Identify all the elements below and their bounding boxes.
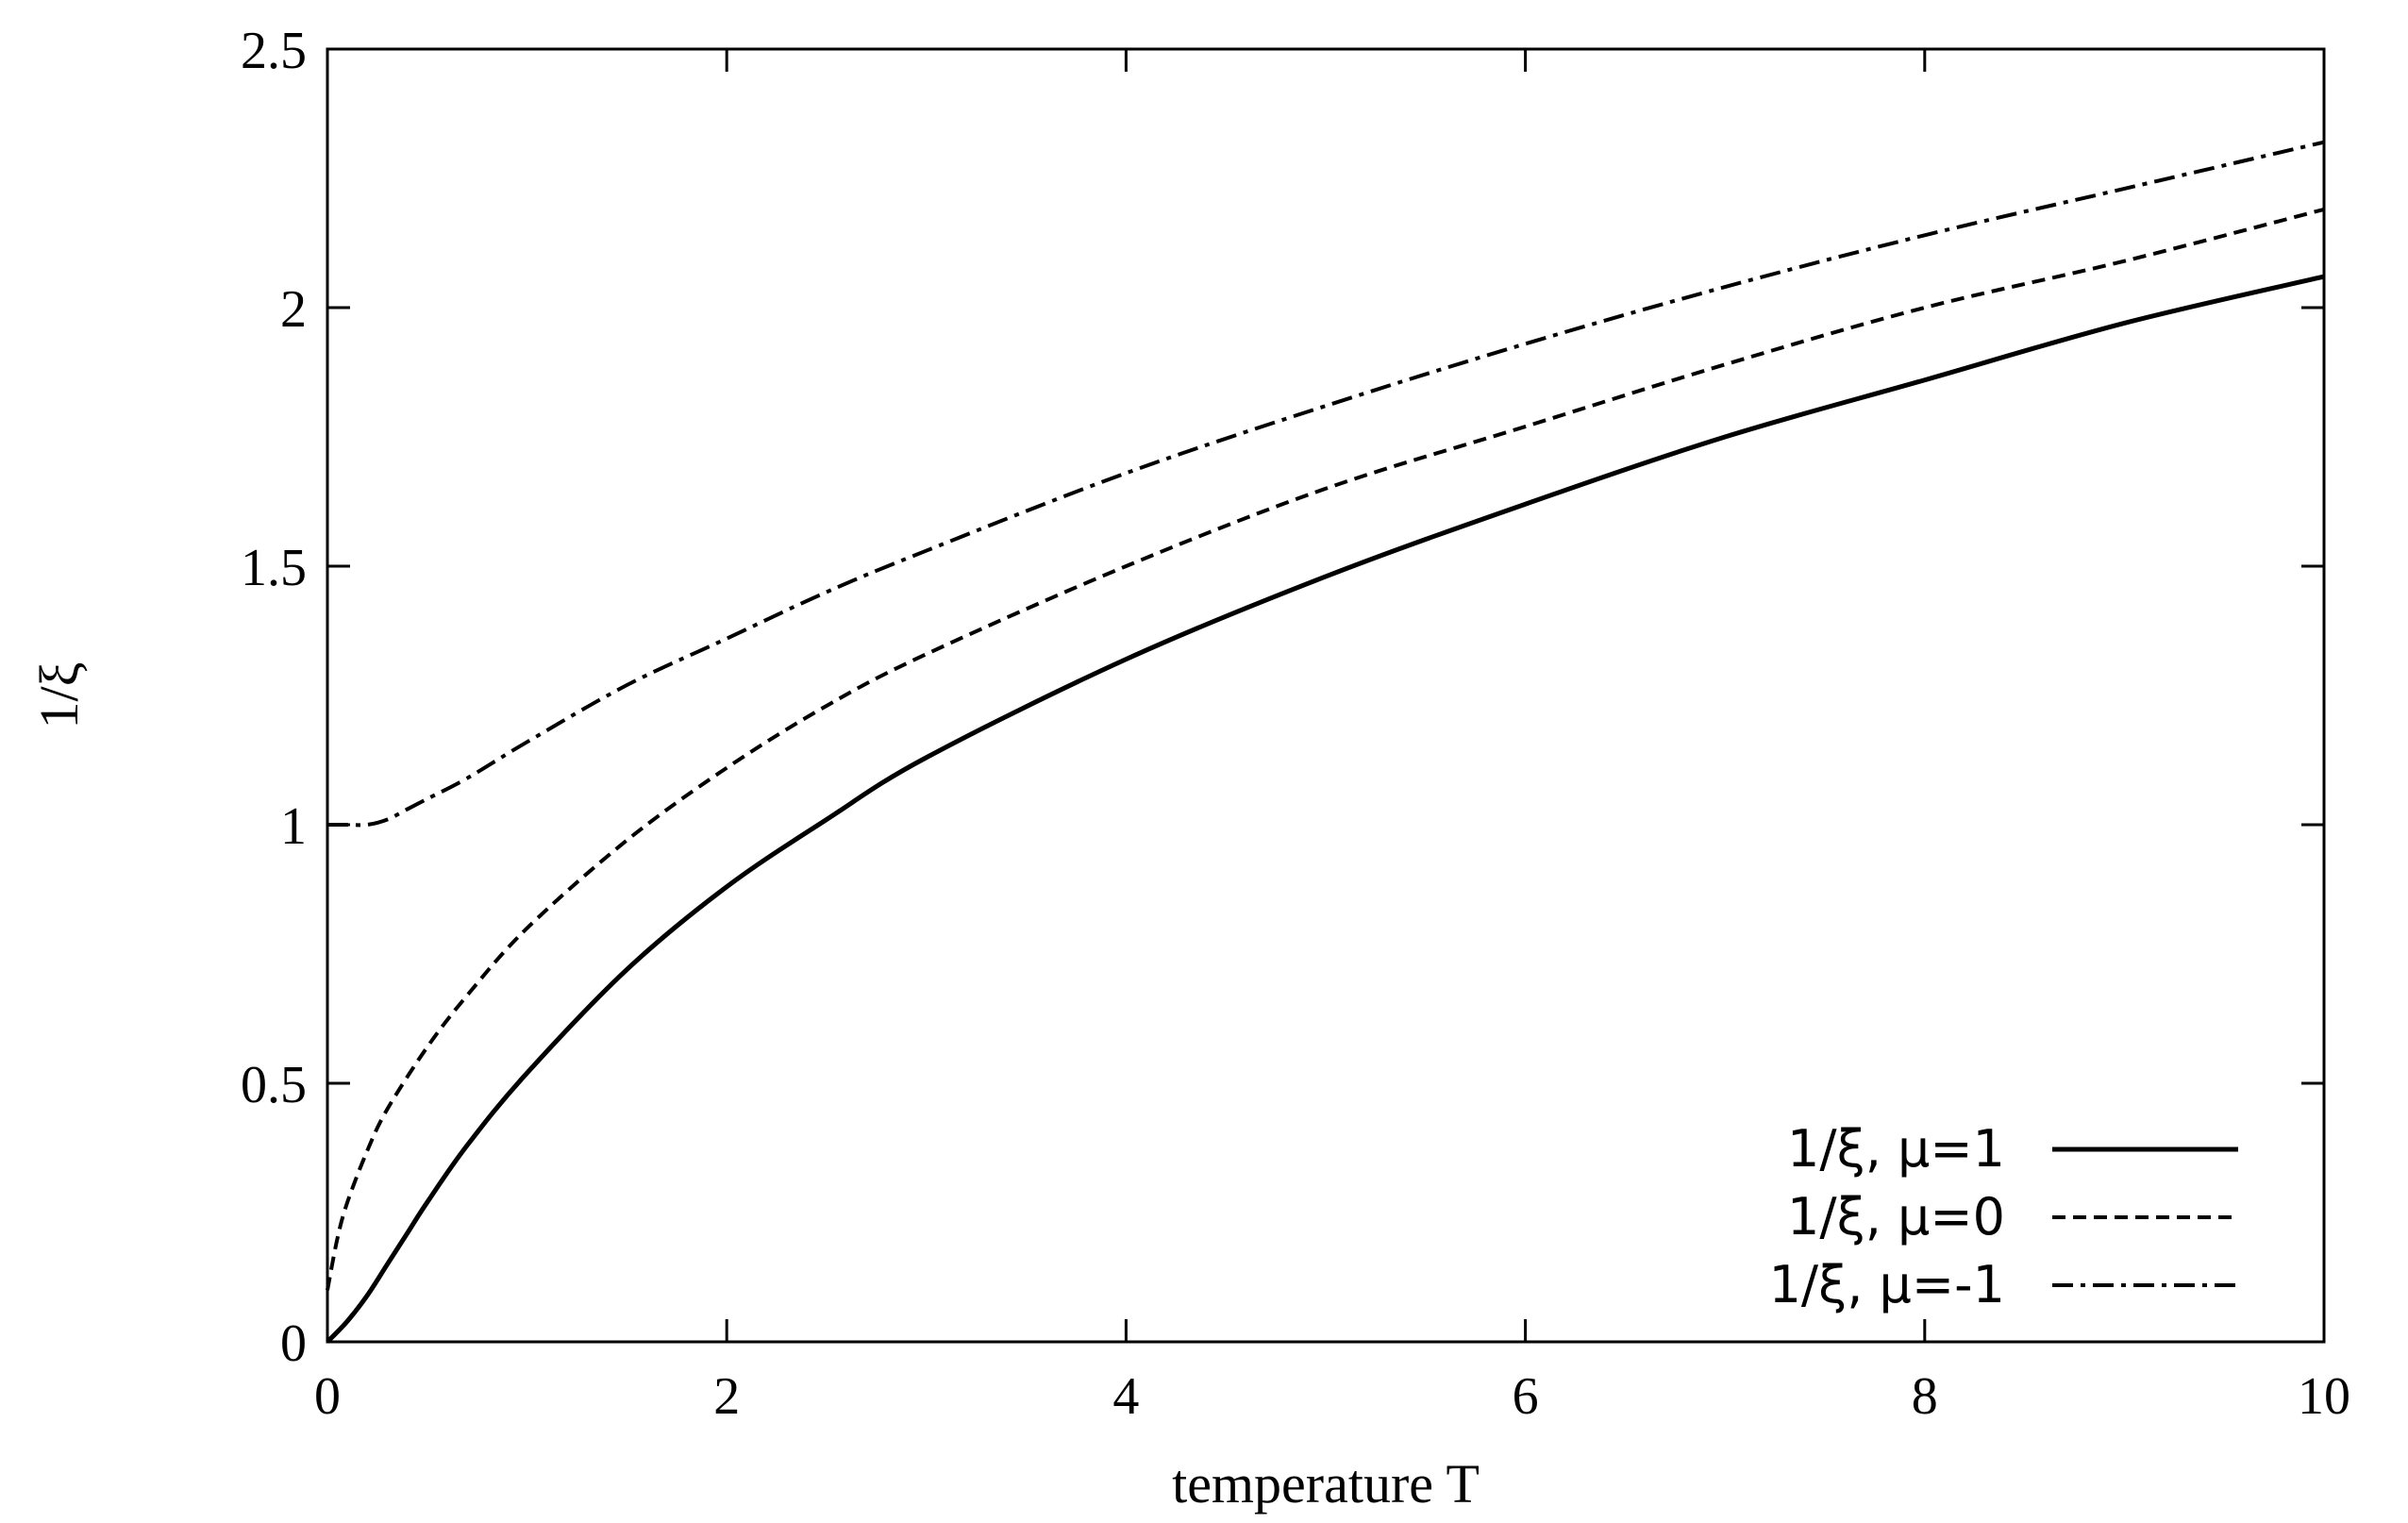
x-tick-label: 0 bbox=[314, 1367, 341, 1426]
legend-label: 1/ξ, μ=-1 bbox=[1769, 1255, 2005, 1314]
y-tick-label: 2.5 bbox=[241, 22, 307, 80]
y-tick-label: 2 bbox=[280, 280, 307, 339]
series-lines bbox=[326, 140, 2325, 1344]
legend: 1/ξ, μ=1 1/ξ, μ=0 1/ξ, μ=-1 bbox=[1769, 1119, 2238, 1314]
y-tick-label: 0.5 bbox=[241, 1056, 307, 1114]
plot-frame bbox=[326, 47, 2326, 1344]
y-tick-label: 1 bbox=[280, 797, 307, 856]
series-line-3 bbox=[327, 140, 2325, 828]
series-line-2 bbox=[326, 207, 2325, 1291]
y-axis-title: 1/ξ bbox=[28, 662, 90, 729]
legend-label: 1/ξ, μ=0 bbox=[1787, 1187, 2005, 1247]
x-tick-label: 4 bbox=[1112, 1367, 1139, 1426]
y-tick-label: 0 bbox=[280, 1314, 307, 1373]
x-tick-label: 2 bbox=[713, 1367, 740, 1426]
legend-label: 1/ξ, μ=1 bbox=[1787, 1119, 2005, 1179]
x-tick-label: 6 bbox=[1513, 1367, 1539, 1426]
x-axis-title: temperature T bbox=[1172, 1453, 1480, 1515]
tick-labels: 0 2 4 6 8 10 0 0.5 1 1.5 2 2.5 bbox=[241, 22, 2350, 1426]
y-tick-label: 1.5 bbox=[241, 539, 307, 597]
x-tick-label: 10 bbox=[2298, 1367, 2350, 1426]
x-tick-label: 8 bbox=[1912, 1367, 1938, 1426]
series-line-1 bbox=[326, 274, 2325, 1344]
